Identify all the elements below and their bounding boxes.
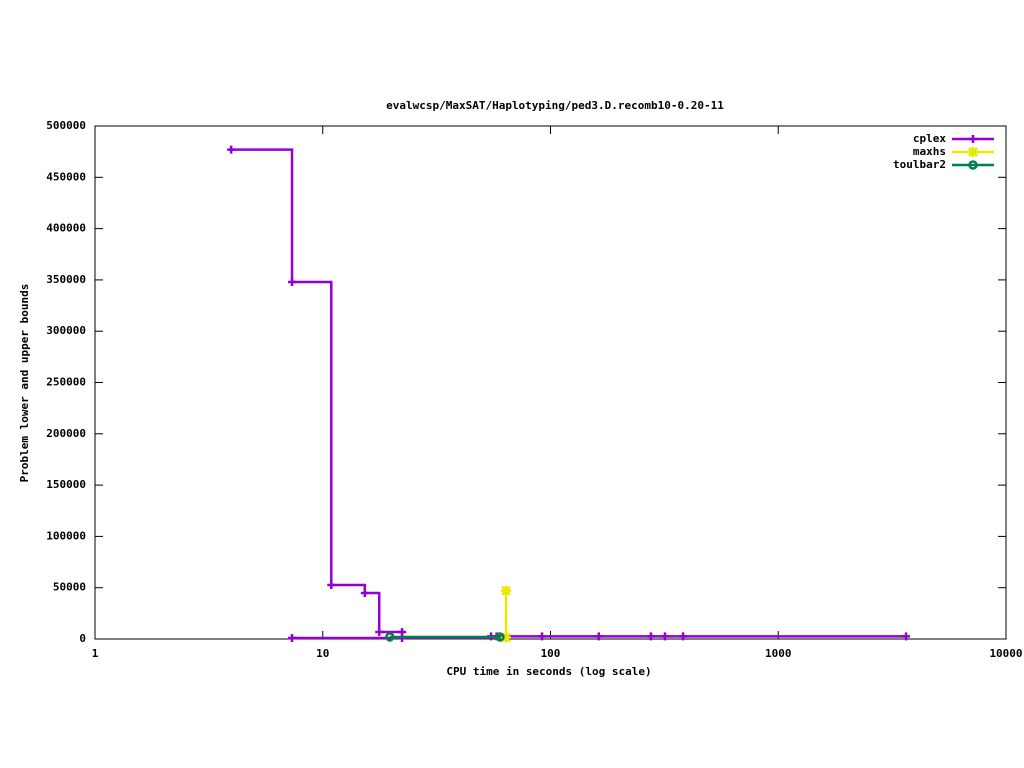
marker	[288, 277, 297, 286]
x-tick-label: 10	[316, 647, 329, 660]
marker	[969, 135, 977, 143]
y-tick-label: 350000	[46, 273, 86, 286]
marker	[375, 628, 384, 637]
marker	[968, 160, 978, 170]
marker	[902, 632, 911, 641]
y-tick-label: 400000	[46, 222, 86, 235]
marker	[495, 632, 505, 642]
legend-label: cplex	[913, 132, 946, 145]
legend-label: maxhs	[913, 145, 946, 158]
marker	[327, 581, 336, 590]
series-line	[231, 148, 907, 640]
legend-label: toulbar2	[893, 158, 946, 171]
marker	[968, 147, 978, 157]
x-tick-label: 10000	[989, 647, 1022, 660]
y-tick-label: 150000	[46, 478, 86, 491]
marker	[288, 633, 297, 642]
x-tick-label: 1000	[765, 647, 792, 660]
y-tick-label: 500000	[46, 119, 86, 132]
y-tick-label: 450000	[46, 170, 86, 183]
y-axis-label: Problem lower and upper bounds	[18, 284, 31, 483]
marker	[360, 589, 369, 598]
y-tick-label: 300000	[46, 324, 86, 337]
marker	[227, 145, 236, 154]
marker	[646, 632, 655, 641]
marker	[660, 632, 669, 641]
y-tick-label: 200000	[46, 427, 86, 440]
x-tick-label: 1	[92, 647, 99, 660]
marker	[501, 632, 512, 643]
y-tick-label: 0	[79, 632, 86, 645]
marker	[385, 632, 395, 642]
marker	[538, 632, 547, 641]
marker	[594, 632, 603, 641]
marker	[501, 585, 512, 596]
x-tick-label: 100	[541, 647, 561, 660]
y-tick-label: 250000	[46, 376, 86, 389]
y-tick-label: 100000	[46, 529, 86, 542]
x-axis-label: CPU time in seconds (log scale)	[446, 665, 651, 678]
marker	[679, 632, 688, 641]
y-tick-label: 50000	[53, 581, 86, 594]
plot-frame	[94, 125, 1007, 640]
chart-title: evalwcsp/MaxSAT/Haplotyping/ped3.D.recom…	[386, 99, 724, 112]
